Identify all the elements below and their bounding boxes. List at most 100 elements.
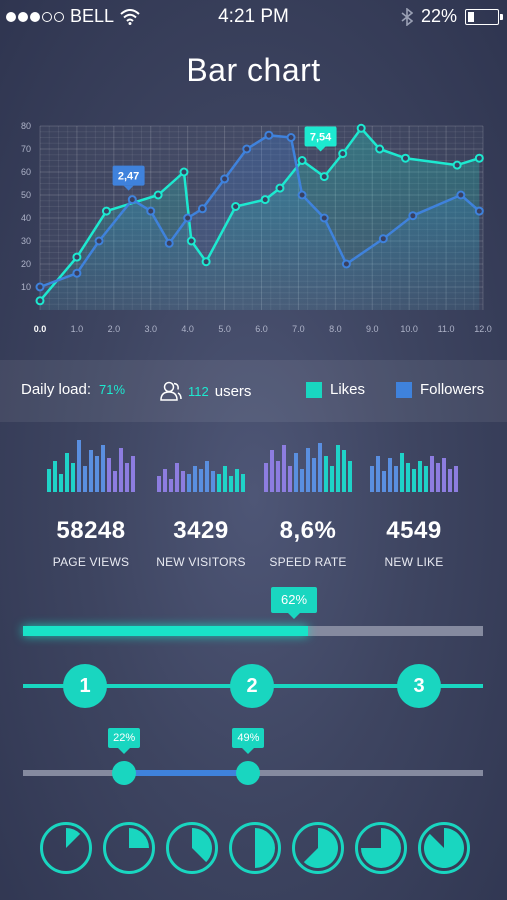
mini-bar bbox=[276, 461, 280, 492]
page-title: Bar chart bbox=[186, 52, 321, 88]
pie-progress-row bbox=[0, 820, 507, 876]
data-point-likes bbox=[153, 190, 163, 200]
range-low-handle[interactable] bbox=[112, 761, 137, 785]
signal-dot bbox=[54, 11, 64, 22]
stat-value: 58248 bbox=[56, 517, 126, 544]
legend-likes[interactable]: Likes bbox=[306, 381, 365, 398]
mini-bar bbox=[157, 476, 161, 492]
stat-speed-rate: 8,6% SPEED RATE bbox=[245, 440, 371, 569]
legend-followers-swatch bbox=[396, 381, 412, 398]
mini-bar bbox=[193, 466, 197, 492]
chart-x-tick-label: 6.0 bbox=[255, 324, 268, 334]
legend-followers-label: Followers bbox=[420, 381, 485, 398]
battery-icon bbox=[465, 8, 503, 25]
mini-bar bbox=[376, 456, 380, 492]
chart-annotation-box bbox=[304, 126, 337, 147]
mini-bar bbox=[107, 458, 111, 492]
mini-bar bbox=[217, 474, 221, 492]
step-3-button[interactable]: 3 bbox=[397, 664, 441, 708]
chart-y-tick-label: 50 bbox=[21, 190, 31, 200]
data-point-likes bbox=[260, 195, 270, 205]
range-low-tooltip: 22% bbox=[108, 728, 141, 754]
chart-y-tick-label: 30 bbox=[21, 236, 31, 246]
mini-bar bbox=[77, 440, 81, 492]
pie-slice bbox=[303, 828, 338, 868]
chart-x-tick-label: 10.0 bbox=[400, 324, 418, 334]
mini-bar bbox=[223, 466, 227, 492]
stat-label: PAGE VIEWS bbox=[52, 555, 130, 569]
data-point-followers bbox=[72, 268, 82, 278]
data-point-followers bbox=[220, 174, 230, 184]
chart-annotation-label: 2,47 bbox=[118, 171, 139, 183]
chart-x-tick-label: 4.0 bbox=[181, 324, 194, 334]
step-2-button[interactable]: 2 bbox=[230, 664, 274, 708]
data-point-likes bbox=[375, 144, 385, 154]
step-1-button[interactable]: 1 bbox=[63, 664, 107, 708]
mini-bar bbox=[306, 448, 310, 492]
data-point-followers bbox=[297, 190, 307, 200]
mini-bar bbox=[312, 458, 316, 492]
pie-progress-icon bbox=[103, 822, 155, 874]
legend-followers[interactable]: Followers bbox=[396, 381, 484, 398]
data-point-likes bbox=[338, 149, 348, 159]
range-high-handle[interactable] bbox=[236, 761, 261, 785]
mini-bar bbox=[288, 466, 292, 492]
data-point-followers bbox=[264, 130, 274, 140]
stat-value: 8,6% bbox=[279, 517, 337, 544]
chart-y-tick-label: 80 bbox=[21, 121, 31, 131]
status-time: 4:21 PM bbox=[218, 6, 289, 27]
mini-bar bbox=[300, 469, 304, 492]
pie-progress-icon bbox=[355, 822, 407, 874]
mini-bar bbox=[119, 448, 123, 492]
mini-bar bbox=[382, 471, 386, 492]
data-point-likes bbox=[319, 172, 329, 182]
mini-bar-chart bbox=[138, 440, 264, 492]
mini-bar bbox=[169, 479, 173, 492]
mini-bar bbox=[59, 474, 63, 492]
mini-bar bbox=[187, 474, 191, 492]
chart-y-tick-label: 20 bbox=[21, 259, 31, 269]
pie-progress-icon bbox=[166, 822, 218, 874]
mini-bar bbox=[348, 461, 352, 492]
data-point-likes bbox=[474, 153, 484, 163]
data-point-followers bbox=[197, 204, 207, 214]
mini-bar bbox=[330, 466, 334, 492]
data-point-followers bbox=[378, 234, 388, 244]
data-point-followers bbox=[456, 190, 466, 200]
chart-x-tick-label: 3.0 bbox=[144, 324, 157, 334]
chart-x-tick-label: 9.0 bbox=[366, 324, 379, 334]
pie-slice bbox=[424, 828, 464, 868]
data-point-followers bbox=[164, 238, 174, 248]
mini-bar bbox=[229, 476, 233, 492]
chart-annotation-label: 7,54 bbox=[310, 132, 332, 144]
daily-load-label: Daily load: bbox=[21, 381, 92, 398]
data-point-likes bbox=[297, 156, 307, 165]
mini-bar bbox=[442, 458, 446, 492]
mini-bar bbox=[324, 456, 328, 492]
pie-progress-icon bbox=[229, 822, 281, 874]
signal-dot bbox=[18, 11, 28, 22]
mini-bar bbox=[424, 466, 428, 492]
daily-load-value: 71% bbox=[99, 382, 126, 397]
progress-bar bbox=[23, 626, 483, 636]
mini-bar bbox=[454, 466, 458, 492]
pie-ring bbox=[40, 822, 92, 874]
mini-bar bbox=[394, 466, 398, 492]
chart-x-tick-label: 11.0 bbox=[438, 324, 455, 334]
data-point-likes bbox=[179, 167, 189, 177]
mini-bar bbox=[47, 469, 51, 492]
mini-bar bbox=[89, 450, 93, 492]
data-point-likes bbox=[356, 123, 366, 133]
data-point-likes bbox=[400, 153, 410, 163]
mini-bar-chart bbox=[351, 440, 477, 492]
mini-bar bbox=[318, 443, 322, 492]
mini-bar bbox=[131, 456, 135, 492]
chart-y-tick-label: 10 bbox=[21, 282, 31, 292]
pie-ring bbox=[166, 822, 218, 874]
mini-bar bbox=[235, 469, 239, 492]
pie-progress-icon bbox=[418, 822, 470, 874]
mini-bar bbox=[95, 456, 99, 492]
chart-x-tick-label: 12.0 bbox=[474, 324, 492, 334]
mini-bar bbox=[53, 461, 57, 492]
mini-bar bbox=[163, 469, 167, 492]
